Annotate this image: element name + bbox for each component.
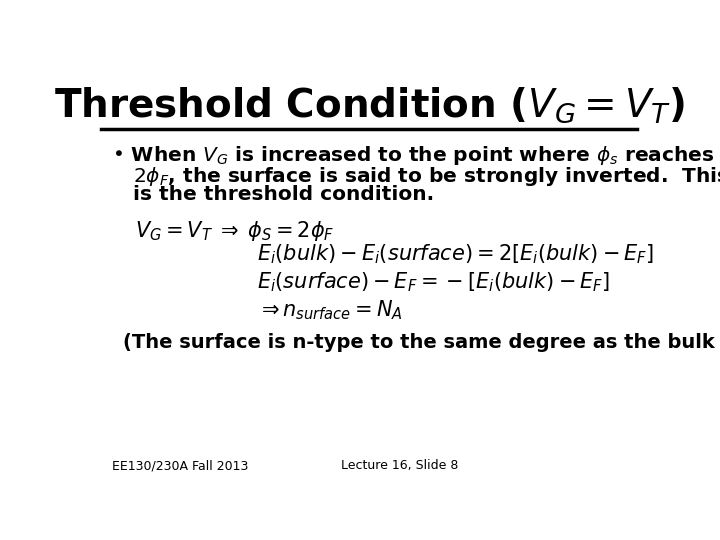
Text: Lecture 16, Slide 8: Lecture 16, Slide 8	[341, 460, 459, 472]
Text: (The surface is n-type to the same degree as the bulk is p-type.): (The surface is n-type to the same degre…	[124, 333, 720, 352]
Text: is the threshold condition.: is the threshold condition.	[112, 185, 434, 204]
Text: Threshold Condition ($V_G = V_T$): Threshold Condition ($V_G = V_T$)	[53, 85, 685, 125]
Text: EE130/230A Fall 2013: EE130/230A Fall 2013	[112, 460, 248, 472]
Text: $E_i(bulk) - E_i(surface) = 2\left[E_i(bulk) - E_F\right]$: $E_i(bulk) - E_i(surface) = 2\left[E_i(b…	[258, 243, 654, 266]
Text: • When $V_G$ is increased to the point where $\phi_s$ reaches: • When $V_G$ is increased to the point w…	[112, 144, 715, 167]
Text: $E_i(surface) - E_F = -\left[E_i(bulk) - E_F\right]$: $E_i(surface) - E_F = -\left[E_i(bulk) -…	[258, 271, 611, 294]
Text: $V_G = V_T \;\Rightarrow\; \phi_S = 2\phi_F$: $V_G = V_T \;\Rightarrow\; \phi_S = 2\ph…	[135, 219, 334, 242]
Text: $\Rightarrow n_{surface} = N_A$: $\Rightarrow n_{surface} = N_A$	[258, 299, 403, 322]
Text: $2\phi_F$, the surface is said to be strongly inverted.  This: $2\phi_F$, the surface is said to be str…	[112, 165, 720, 187]
